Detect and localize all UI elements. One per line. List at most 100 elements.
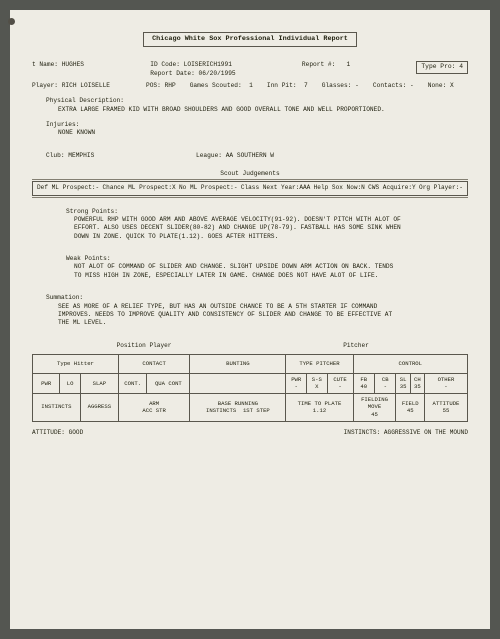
c-ttp: TIME TO PLATE1.12 bbox=[286, 393, 353, 421]
scanned-report-page: Chicago White Sox Professional Individua… bbox=[10, 10, 490, 629]
c-cont: CONT. bbox=[118, 373, 146, 393]
contacts-value: - bbox=[410, 82, 414, 89]
th-control: CONTROL bbox=[353, 354, 467, 373]
report-date-value: 06/20/1995 bbox=[199, 70, 236, 77]
th-contact: CONTACT bbox=[118, 354, 189, 373]
strong-label: Strong Points: bbox=[66, 208, 468, 216]
scout-judgements-title: Scout Judgements bbox=[32, 170, 468, 178]
c-attitude: ATTITUDE55 bbox=[424, 393, 467, 421]
c-instincts: INSTINCTS bbox=[33, 393, 81, 421]
c-tp-pwr: PWR- bbox=[286, 373, 307, 393]
type-pro-value: 4 bbox=[459, 63, 463, 70]
summation-label: Summation: bbox=[46, 294, 468, 302]
none-field: None: X bbox=[428, 82, 454, 90]
pos-value: RHP bbox=[165, 82, 176, 89]
c-ch: CH35 bbox=[410, 373, 424, 393]
none-label: None: bbox=[428, 82, 447, 89]
c-qua: QUA CONT bbox=[147, 373, 190, 393]
strong-text: POWERFUL RHP WITH GOOD ARM AND ABOVE AVE… bbox=[74, 216, 404, 241]
th-bunting: BUNTING bbox=[190, 354, 286, 373]
judge-help: Help Sox Now:N bbox=[314, 184, 365, 192]
c-pwr: PWR bbox=[33, 373, 60, 393]
weak-label: Weak Points: bbox=[66, 255, 468, 263]
type-pro-label: Type Pro: bbox=[421, 63, 455, 70]
instincts-line: INSTINCTS: AGGRESSIVE ON THE MOUND bbox=[344, 429, 468, 437]
pos-label: POS: bbox=[146, 82, 161, 89]
glasses-field: Glasses: - bbox=[322, 82, 359, 90]
type-pro-box: Type Pro: 4 bbox=[416, 61, 468, 74]
player-value: RICH LOISELLE bbox=[62, 82, 110, 89]
instincts-value: AGGRESSIVE ON THE MOUND bbox=[384, 429, 468, 436]
c-fieldmove: FIELDING MOVE 45 bbox=[353, 393, 396, 421]
judge-class: Class Next Year:AAA bbox=[241, 184, 310, 192]
player-field: Player: RICH LOISELLE bbox=[32, 82, 132, 90]
c-cb: CB- bbox=[375, 373, 396, 393]
c-baserun: BASE RUNNING INSTINCTS 1ST STEP bbox=[190, 393, 286, 421]
c-slap: SLAP bbox=[80, 373, 118, 393]
th-type-hitter: Type Hitter bbox=[33, 354, 119, 373]
c-sl: SL35 bbox=[396, 373, 410, 393]
games-value: 1 bbox=[249, 82, 253, 89]
c-lo: LO bbox=[60, 373, 80, 393]
t-name-label: t Name: bbox=[32, 61, 58, 68]
club-label: Club: bbox=[46, 152, 65, 159]
innpit-field: Inn Pit: 7 bbox=[267, 82, 308, 90]
attitude-label: ATTITUDE: bbox=[32, 429, 65, 436]
th-type-pitcher: TYPE PITCHER bbox=[286, 354, 353, 373]
games-field: Games Scouted: 1 bbox=[190, 82, 253, 90]
league-label: League: bbox=[196, 152, 222, 159]
phys-desc-text: EXTRA LARGE FRAMED KID WITH BROAD SHOULD… bbox=[58, 106, 388, 114]
innpit-label: Inn Pit: bbox=[267, 82, 297, 89]
report-num-value: 1 bbox=[346, 61, 350, 68]
glasses-value: - bbox=[355, 82, 359, 89]
phys-desc-label: Physical Description: bbox=[46, 97, 468, 105]
player-label: Player: bbox=[32, 82, 58, 89]
judge-cws: CWS Acquire:Y bbox=[368, 184, 416, 192]
weak-text: NOT ALOT OF COMMAND OF SLIDER AND CHANGE… bbox=[74, 263, 404, 280]
id-code-label: ID Code: bbox=[150, 61, 180, 68]
league-field: League: AA SOUTHERN W bbox=[196, 152, 274, 160]
report-date-field: Report Date: 06/20/1995 bbox=[150, 70, 235, 78]
c-arm: ARMACC STR bbox=[118, 393, 189, 421]
judge-no: No ML Prospect:- bbox=[179, 184, 238, 192]
instincts-label: INSTINCTS: bbox=[344, 429, 381, 436]
pitcher-header: Pitcher bbox=[250, 342, 462, 350]
c-aggress: AGGRESS bbox=[80, 393, 118, 421]
t-name-value: HUGHES bbox=[62, 61, 84, 68]
attitude-value: GOOD bbox=[69, 429, 84, 436]
club-field: Club: MEMPHIS bbox=[46, 152, 196, 160]
league-value: AA SOUTHERN W bbox=[226, 152, 274, 159]
club-value: MEMPHIS bbox=[68, 152, 94, 159]
report-num-field: Report #: 1 bbox=[302, 61, 350, 69]
innpit-value: 7 bbox=[304, 82, 308, 89]
c-field: FIELD45 bbox=[396, 393, 424, 421]
judge-def: Def ML Prospect:- bbox=[37, 184, 99, 192]
attitude-line: ATTITUDE: GOOD bbox=[32, 429, 83, 437]
contacts-label: Contacts: bbox=[373, 82, 406, 89]
id-code-field: ID Code: LOISERICH1991 bbox=[150, 61, 235, 69]
report-date-label: Report Date: bbox=[150, 70, 195, 77]
injuries-label: Injuries: bbox=[46, 121, 468, 129]
ratings-table: Type Hitter CONTACT BUNTING TYPE PITCHER… bbox=[32, 354, 468, 422]
judgements-row: Def ML Prospect:- Chance ML Prospect:X N… bbox=[32, 181, 468, 195]
report-title: Chicago White Sox Professional Individua… bbox=[143, 32, 357, 47]
id-code-value: LOISERICH1991 bbox=[184, 61, 232, 68]
pos-field: POS: RHP bbox=[146, 82, 176, 90]
t-name-field: t Name: HUGHES bbox=[32, 61, 84, 69]
summation-text: SEE AS MORE OF A RELIEF TYPE, BUT HAS AN… bbox=[58, 303, 398, 328]
c-bunt bbox=[190, 373, 286, 393]
injuries-text: NONE KNOWN bbox=[58, 129, 468, 137]
games-label: Games Scouted: bbox=[190, 82, 242, 89]
c-fb: FB40 bbox=[353, 373, 374, 393]
glasses-label: Glasses: bbox=[322, 82, 352, 89]
none-value: X bbox=[450, 82, 454, 89]
c-ss: S-SX bbox=[307, 373, 328, 393]
judge-chance: Chance ML Prospect:X bbox=[103, 184, 176, 192]
c-cute: CUTE- bbox=[327, 373, 353, 393]
judge-org: Org Player:- bbox=[419, 184, 463, 192]
report-title-wrap: Chicago White Sox Professional Individua… bbox=[32, 32, 468, 47]
position-player-header: Position Player bbox=[38, 342, 250, 350]
contacts-field: Contacts: - bbox=[373, 82, 414, 90]
c-other: OTHER- bbox=[424, 373, 467, 393]
report-num-label: Report #: bbox=[302, 61, 335, 68]
